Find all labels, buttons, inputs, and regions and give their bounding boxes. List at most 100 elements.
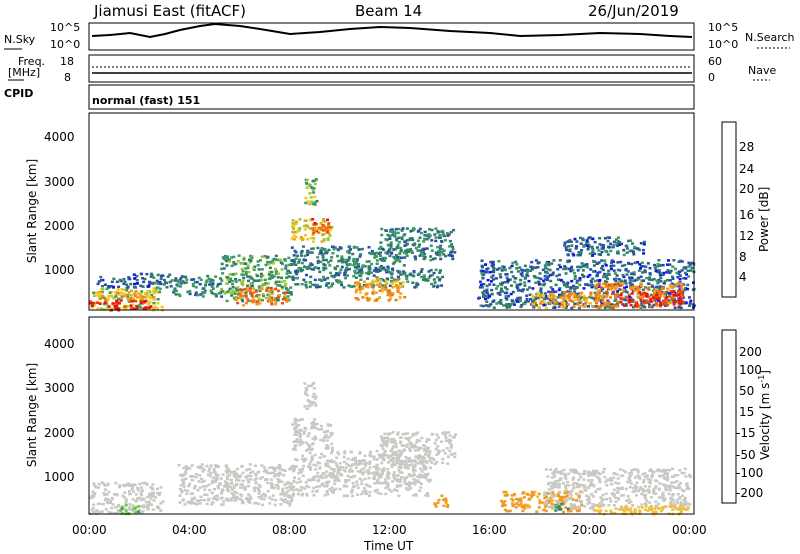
power-cell bbox=[130, 306, 134, 309]
power-cell bbox=[482, 293, 485, 296]
velocity-cell bbox=[661, 483, 665, 486]
velocity-cell bbox=[203, 488, 207, 491]
velocity-cell bbox=[386, 467, 390, 471]
power-cell bbox=[381, 256, 385, 260]
velocity-cell bbox=[299, 433, 303, 437]
velocity-cell bbox=[118, 484, 122, 487]
power-cell bbox=[585, 239, 589, 242]
velocity-cell bbox=[434, 447, 438, 451]
power-cell bbox=[668, 263, 672, 266]
velocity-cell bbox=[302, 460, 306, 463]
velocity-cell bbox=[404, 466, 408, 469]
power-cell bbox=[378, 296, 382, 299]
power-cell bbox=[434, 268, 438, 272]
velocity-cell bbox=[603, 475, 607, 479]
power-cell bbox=[555, 301, 559, 304]
power-cell bbox=[339, 247, 343, 250]
velocity-cell bbox=[230, 470, 234, 474]
power-cell bbox=[367, 260, 371, 263]
velocity-cell bbox=[105, 483, 109, 487]
power-cell bbox=[235, 298, 239, 301]
power-cell bbox=[557, 263, 561, 267]
velocity-cell bbox=[145, 505, 149, 509]
power-cell bbox=[678, 277, 682, 281]
velocity-cell bbox=[111, 503, 115, 506]
power-cell bbox=[201, 295, 205, 298]
power-cell bbox=[607, 286, 611, 290]
power-cell bbox=[133, 282, 136, 286]
power-cell bbox=[242, 276, 246, 280]
velocity-cell bbox=[559, 477, 563, 481]
power-cell bbox=[204, 284, 207, 287]
power-cell bbox=[576, 265, 580, 269]
power-cell bbox=[637, 287, 641, 291]
power-cell bbox=[575, 281, 579, 284]
velocity-cell bbox=[629, 507, 633, 510]
velocity-cell bbox=[249, 471, 253, 475]
velocity-cell bbox=[646, 477, 650, 481]
power-cell bbox=[679, 306, 683, 310]
velocity-cell bbox=[648, 469, 652, 472]
power-cell bbox=[199, 293, 203, 296]
power-cell bbox=[135, 274, 139, 278]
power-cell bbox=[596, 271, 600, 275]
velocity-cell bbox=[325, 480, 329, 484]
velocity-cell bbox=[598, 472, 602, 476]
power-cell bbox=[228, 273, 232, 276]
power-cell bbox=[660, 286, 664, 290]
velocity-cell bbox=[226, 485, 230, 489]
power-cell bbox=[516, 270, 520, 273]
power-cell bbox=[309, 196, 313, 199]
power-cell bbox=[386, 233, 390, 237]
power-cell bbox=[311, 179, 315, 183]
velocity-cell bbox=[399, 453, 402, 457]
velocity-cell bbox=[186, 466, 190, 469]
power-cell bbox=[380, 233, 384, 237]
velocity-cell bbox=[292, 469, 295, 473]
power-cell bbox=[505, 304, 508, 307]
velocity-cell bbox=[563, 498, 567, 501]
power-cell bbox=[397, 255, 401, 259]
power-cell bbox=[637, 269, 641, 272]
power-cell bbox=[317, 267, 321, 270]
power-cell bbox=[328, 234, 332, 237]
velocity-cell bbox=[528, 505, 532, 509]
velocity-cell bbox=[293, 466, 297, 469]
power-cell bbox=[647, 286, 651, 289]
velocity-cell bbox=[288, 468, 292, 471]
power-cell bbox=[514, 260, 518, 264]
power-cell bbox=[393, 232, 397, 235]
power-cell bbox=[278, 284, 282, 287]
power-cell bbox=[567, 259, 571, 263]
velocity-cell bbox=[550, 504, 554, 507]
date-title: 26/Jun/2019 bbox=[588, 2, 679, 20]
velocity-cell bbox=[212, 467, 216, 471]
velocity-cell bbox=[383, 440, 387, 443]
velocity-cell bbox=[574, 469, 578, 472]
velocity-cell bbox=[413, 469, 417, 472]
power-cell bbox=[330, 285, 334, 288]
velocity-cell bbox=[237, 474, 241, 478]
power-cell bbox=[176, 284, 180, 288]
power-cell bbox=[364, 293, 368, 296]
power-cell bbox=[354, 281, 357, 285]
power-cell bbox=[112, 277, 116, 281]
power-cell bbox=[207, 277, 211, 281]
power-cell bbox=[404, 249, 408, 252]
velocity-cell bbox=[271, 494, 275, 497]
velocity-cell bbox=[379, 444, 383, 447]
power-cell bbox=[600, 250, 604, 254]
power-cell bbox=[109, 285, 113, 288]
velocity-cell bbox=[342, 485, 346, 488]
velocity-cell bbox=[668, 505, 672, 508]
velocity-cell bbox=[208, 488, 212, 492]
power-cell bbox=[597, 282, 601, 285]
power-cell bbox=[672, 303, 676, 306]
power-cell bbox=[265, 256, 269, 259]
velocity-cell bbox=[577, 485, 581, 489]
power-cell bbox=[145, 293, 149, 296]
power-cell bbox=[266, 260, 269, 264]
power-cell bbox=[423, 252, 427, 256]
power-cell bbox=[388, 248, 391, 252]
velocity-cell bbox=[393, 463, 397, 466]
